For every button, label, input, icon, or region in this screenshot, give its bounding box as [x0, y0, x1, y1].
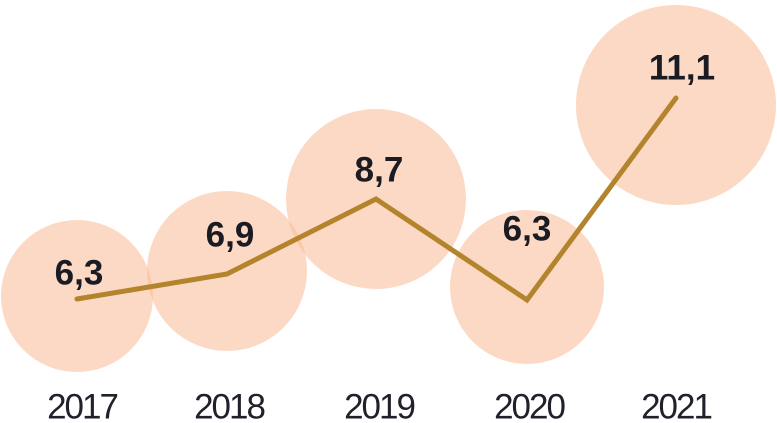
bubble-2018 [147, 191, 307, 351]
year-label-2019: 2019 [344, 388, 414, 423]
year-label-2017: 2017 [47, 388, 117, 423]
year-label-2020: 2020 [494, 388, 565, 423]
bubble-2021 [576, 5, 776, 205]
value-label-2019: 8,7 [355, 151, 404, 190]
value-label-2020: 6,3 [503, 210, 552, 249]
value-labels-layer: 6,3 6,9 8,7 6,3 11,1 [55, 49, 715, 293]
bubble-2017 [1, 220, 153, 372]
year-axis-labels-layer: 2017 2018 2019 2020 2021 [47, 388, 713, 423]
value-label-2018: 6,9 [206, 216, 255, 255]
year-label-2018: 2018 [194, 388, 264, 423]
value-label-2021: 11,1 [649, 49, 715, 88]
bubbles-layer [1, 5, 776, 372]
value-label-2017: 6,3 [55, 254, 104, 293]
year-label-2021: 2021 [641, 388, 711, 423]
trend-line [74, 95, 679, 304]
trend-line-layer [74, 95, 679, 304]
